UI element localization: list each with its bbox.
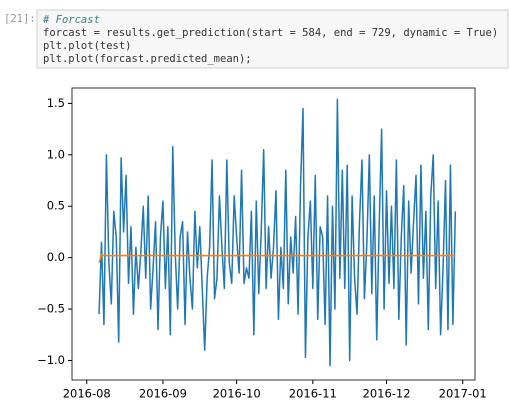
x-tick-label: 2016-11 <box>289 387 337 401</box>
y-tick-label: −0.5 <box>37 302 65 316</box>
series-line <box>98 98 457 367</box>
code-line: forcast = results.get_prediction(start =… <box>43 27 498 39</box>
y-tick-label: 0.0 <box>47 250 65 264</box>
y-tick-label: 0.5 <box>47 199 65 213</box>
x-tick-label: 2016-09 <box>139 387 187 401</box>
series-line <box>98 253 456 264</box>
code-line: # Forcast <box>42 14 100 26</box>
x-tick-label: 2017-01 <box>439 387 487 401</box>
y-tick-label: −1.0 <box>37 353 65 367</box>
code-line: plt.plot(forcast.predicted_mean); <box>43 53 252 65</box>
cell-prompt: [21]: <box>4 13 36 25</box>
code-line: plt.plot(test) <box>43 40 132 52</box>
x-tick-label: 2016-12 <box>363 387 411 401</box>
code-cell[interactable] <box>36 9 509 69</box>
chart: −1.0 −0.5 0.0 0.5 1.0 1.5 2016-08 2016-09 2016-1… <box>37 87 487 401</box>
y-tick-label: 1.5 <box>47 96 65 110</box>
y-tick-label: 1.0 <box>47 147 65 161</box>
x-tick-label: 2016-10 <box>213 387 261 401</box>
x-tick-label: 2016-08 <box>63 387 111 401</box>
plot-frame <box>71 87 476 381</box>
